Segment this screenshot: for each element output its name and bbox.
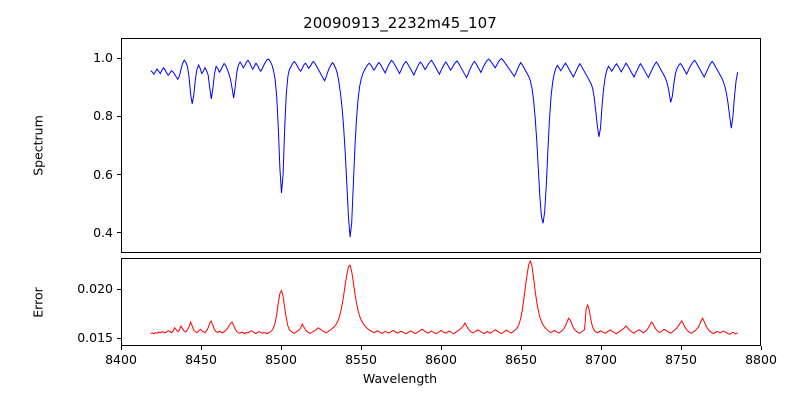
y-tick-label-spectrum: 0.6 xyxy=(93,166,113,182)
x-tick-label: 8500 xyxy=(265,352,297,367)
x-tick-mark xyxy=(680,346,682,350)
spectrum-plot-area xyxy=(122,39,760,252)
x-tick-label: 8550 xyxy=(345,352,377,367)
page-title: 20090913_2232m45_107 xyxy=(303,14,497,32)
x-axis-label: Wavelength xyxy=(362,371,438,386)
x-tick-label: 8600 xyxy=(425,352,457,367)
x-tick-label: 8450 xyxy=(185,352,217,367)
x-tick-label: 8800 xyxy=(745,352,777,367)
y-tick-mark-spectrum xyxy=(117,232,121,234)
spectrum-panel xyxy=(121,38,761,253)
x-tick-mark xyxy=(440,346,442,350)
y-tick-mark-spectrum xyxy=(117,174,121,176)
y-tick-label-spectrum: 0.8 xyxy=(93,108,113,124)
error-panel xyxy=(121,258,761,346)
x-tick-label: 8700 xyxy=(585,352,617,367)
error-data-line xyxy=(151,261,738,334)
x-tick-label: 8650 xyxy=(505,352,537,367)
x-tick-mark xyxy=(360,346,362,350)
y-tick-mark-error xyxy=(117,288,121,290)
x-tick-mark xyxy=(760,346,762,350)
x-tick-mark xyxy=(600,346,602,350)
spectrum-data-line xyxy=(151,59,738,237)
y-tick-label-spectrum: 1.0 xyxy=(93,50,113,66)
y-tick-label-spectrum: 0.4 xyxy=(93,224,113,240)
x-tick-mark xyxy=(520,346,522,350)
y-axis-label-error: Error xyxy=(30,287,46,318)
x-tick-mark xyxy=(200,346,202,350)
x-tick-label: 8400 xyxy=(105,352,137,367)
y-tick-mark-spectrum xyxy=(117,115,121,118)
x-tick-label: 8750 xyxy=(665,352,697,367)
y-tick-label-error: 0.015 xyxy=(77,330,113,346)
y-tick-mark-error xyxy=(117,337,121,339)
x-tick-mark xyxy=(280,346,282,350)
y-tick-mark-spectrum xyxy=(117,57,121,59)
y-axis-label-spectrum: Spectrum xyxy=(30,115,46,176)
y-tick-label-error: 0.020 xyxy=(77,281,113,297)
error-plot-area xyxy=(122,259,760,345)
x-tick-mark xyxy=(120,346,122,350)
